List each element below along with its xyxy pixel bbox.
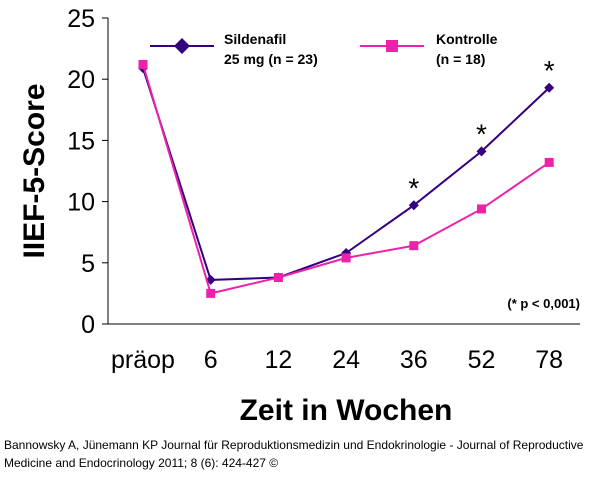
x-tick-label: 12 — [264, 346, 292, 374]
x-tick-label: präop — [111, 346, 175, 374]
legend-label-sildenafil-line2: 25 mg (n = 23) — [224, 51, 318, 67]
legend-diamond-marker-icon — [174, 38, 190, 54]
data-point-kontrolle — [544, 157, 554, 167]
y-tick-label: 10 — [67, 189, 95, 217]
data-point-sildenafil — [544, 82, 555, 93]
legend-square-marker-icon — [386, 40, 398, 52]
data-point-kontrolle — [138, 60, 148, 70]
y-tick-label: 25 — [67, 5, 95, 33]
legend-entry-kontrolle: Kontrolle (n = 18) — [360, 31, 498, 67]
significance-star: * — [544, 55, 555, 86]
data-point-kontrolle — [477, 204, 486, 214]
y-axis-title: IIEF-5-Score — [18, 83, 51, 258]
data-point-sildenafil — [408, 200, 419, 211]
x-tick-label: 52 — [468, 346, 496, 374]
x-tick-label: 78 — [535, 346, 563, 374]
data-point-sildenafil — [476, 146, 487, 157]
significance-star: * — [408, 172, 419, 203]
data-point-kontrolle — [409, 241, 419, 251]
y-tick-label: 5 — [81, 250, 95, 278]
legend-entry-sildenafil: Sildenafil 25 mg (n = 23) — [150, 31, 318, 67]
line-chart: 0 5 10 15 20 25 präop 6 12 24 36 52 78 IIEF-5-Score… — [18, 5, 580, 427]
legend-label-kontrolle-line2: (n = 18) — [436, 51, 485, 67]
x-axis-title: Zeit in Wochen — [240, 394, 453, 427]
data-point-kontrolle — [341, 253, 351, 263]
citation-text: Bannowsky A, Jünemann KP Journal für Rep… — [4, 438, 584, 470]
legend-label-sildenafil-line1: Sildenafil — [224, 31, 286, 47]
x-tick-label: 36 — [400, 346, 428, 374]
x-tick-label: 24 — [332, 346, 360, 374]
legend: Sildenafil 25 mg (n = 23) Kontrolle (n =… — [150, 31, 498, 67]
significance-star: * — [476, 118, 487, 149]
significance-note: (* p < 0,001) — [507, 296, 580, 311]
y-tick-label: 0 — [81, 311, 95, 339]
y-tick-label: 15 — [67, 127, 95, 155]
y-tick-label: 20 — [67, 66, 95, 94]
data-point-kontrolle — [206, 288, 216, 298]
data-point-kontrolle — [273, 272, 283, 282]
x-tick-label: 6 — [204, 346, 218, 374]
legend-label-kontrolle-line1: Kontrolle — [436, 31, 498, 47]
